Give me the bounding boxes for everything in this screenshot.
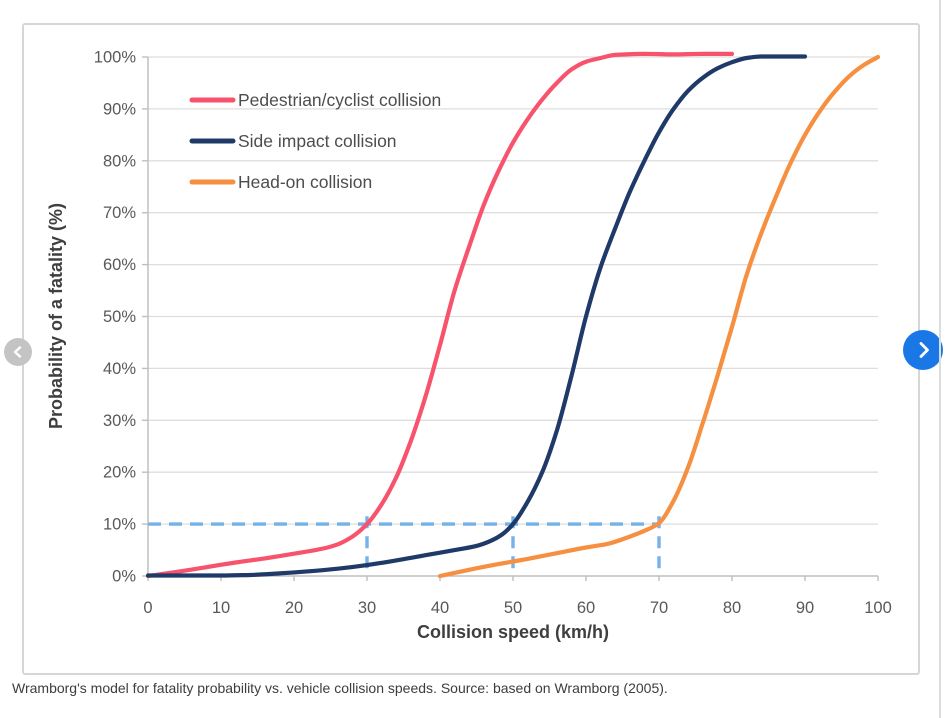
svg-text:70%: 70%: [103, 204, 136, 222]
svg-text:20%: 20%: [103, 464, 136, 482]
svg-text:100%: 100%: [94, 49, 137, 67]
carousel-prev-button[interactable]: [4, 338, 32, 366]
svg-text:50%: 50%: [103, 308, 136, 326]
svg-text:50: 50: [504, 599, 522, 617]
svg-text:100: 100: [864, 599, 892, 617]
svg-text:40: 40: [431, 599, 449, 617]
x-tick-labels: 0 10 20 30 40 50 60 70 80 90 100: [143, 599, 891, 617]
legend-label: Head-on collision: [238, 172, 372, 192]
svg-text:90: 90: [796, 599, 814, 617]
svg-text:0%: 0%: [112, 568, 136, 586]
legend-label: Side impact collision: [238, 131, 397, 151]
adjacent-card-divider: [939, 0, 941, 718]
svg-text:10%: 10%: [103, 516, 136, 534]
chevron-right-icon: [919, 342, 929, 358]
legend: Pedestrian/cyclist collision Side impact …: [189, 90, 441, 192]
legend-label: Pedestrian/cyclist collision: [238, 90, 441, 110]
legend-item-1: Pedestrian/cyclist collision: [189, 90, 441, 110]
y-axis-title: Probability of a fatality (%): [46, 203, 66, 429]
fatality-probability-chart: 0 10 20 30 40 50 60 70 80 90 100 0% 10% 20% 30% 40% 50% 6…: [46, 49, 892, 643]
carousel-next-button[interactable]: [903, 330, 943, 370]
axis-ticks: [142, 56, 879, 581]
legend-item-3: Head-on collision: [189, 172, 372, 192]
axis-titles: Collision speed (km/h) Probability of a f…: [46, 203, 609, 642]
chevron-left-icon: [13, 346, 22, 358]
x-axis-title: Collision speed (km/h): [417, 622, 609, 642]
grid-lines: [148, 56, 878, 525]
series-head-on-collision: [437, 54, 881, 579]
svg-text:90%: 90%: [103, 100, 136, 118]
series-side-impact-collision: [145, 54, 808, 578]
chart-card: 0 10 20 30 40 50 60 70 80 90 100 0% 10% 20% 30% 40% 50% 6…: [22, 23, 920, 675]
y-tick-labels: 0% 10% 20% 30% 40% 50% 60% 70% 80% 90% 100%: [94, 49, 137, 586]
figure-caption: Wramborg's model for fatality probabilit…: [12, 680, 668, 696]
legend-item-2: Side impact collision: [189, 131, 397, 151]
svg-text:20: 20: [285, 599, 303, 617]
svg-text:30%: 30%: [103, 412, 136, 430]
svg-text:30: 30: [358, 599, 376, 617]
svg-text:60%: 60%: [103, 256, 136, 274]
svg-text:80: 80: [723, 599, 741, 617]
svg-text:40%: 40%: [103, 360, 136, 378]
svg-text:0: 0: [143, 599, 152, 617]
svg-text:10: 10: [212, 599, 230, 617]
svg-text:80%: 80%: [103, 152, 136, 170]
svg-text:70: 70: [650, 599, 668, 617]
series-pedestrian-cyclist-collision: [145, 51, 735, 579]
svg-text:60: 60: [577, 599, 595, 617]
